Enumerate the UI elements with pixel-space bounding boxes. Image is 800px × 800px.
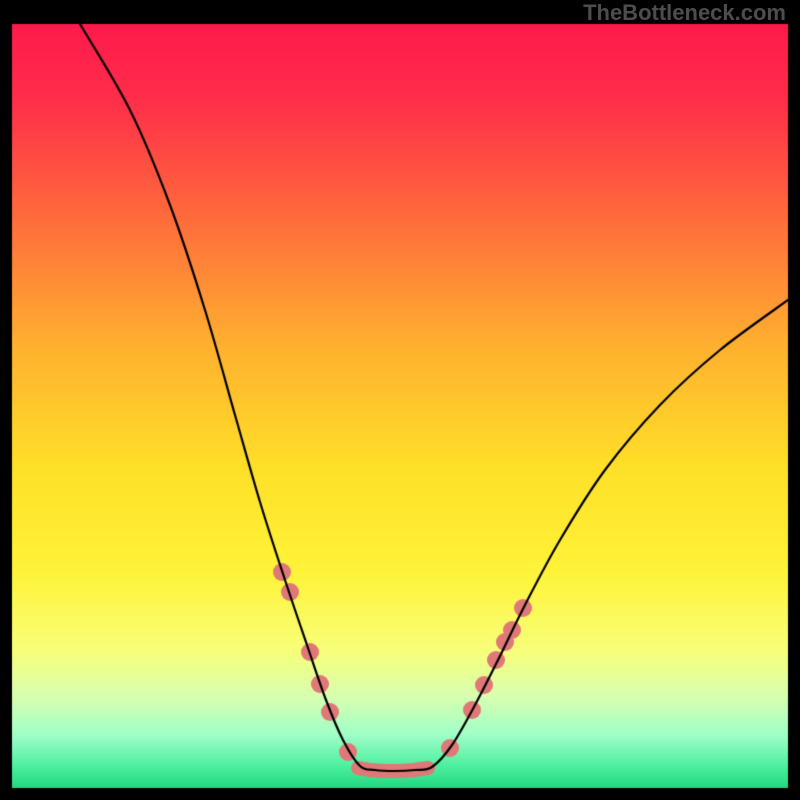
bottleneck-curve-chart xyxy=(0,0,800,800)
chart-stage: TheBottleneck.com xyxy=(0,0,800,800)
